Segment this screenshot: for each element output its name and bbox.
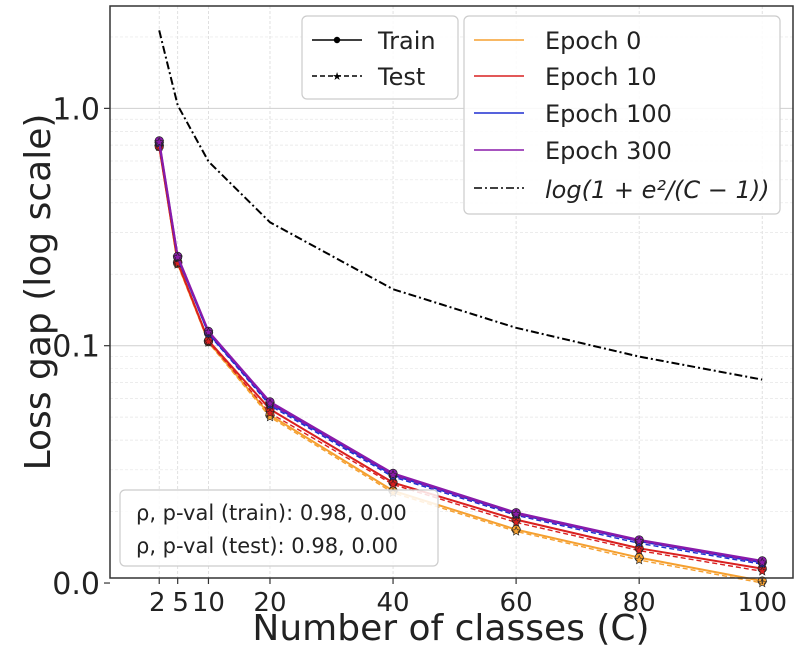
test-point-epoch-300 [264,398,276,408]
legend-epoch-300: Epoch 300 [545,137,672,165]
test-point-epoch-10 [203,336,214,346]
annotation-train: ρ, p-val (train): 0.98, 0.00 [136,501,407,525]
y-axis-ticks: 1.0 0.1 0.0 [52,92,110,602]
test-point-epoch-10 [388,479,399,489]
svg-text:★: ★ [332,70,342,83]
legend-epoch-0: Epoch 0 [545,27,641,55]
test-point-epoch-10 [264,407,276,418]
test-point-epoch-10 [634,545,645,555]
x-tick-label: 60 [500,588,533,618]
test-point-epoch-0 [511,526,522,536]
annotation-test: ρ, p-val (test): 0.98, 0.00 [136,534,398,558]
legend-train: Train [377,27,436,55]
test-line-epoch-0 [158,146,763,584]
x-tick-label: 20 [253,588,286,618]
reference-curve [158,30,763,381]
x-tick-label: 80 [623,588,656,618]
test-point-epoch-10 [511,517,522,527]
y-tick-label: 1.0 [52,92,100,127]
legend-series: Epoch 0 Epoch 10 Epoch 100 Epoch 300 log… [463,15,781,215]
x-tick-label: 10 [192,588,225,618]
x-tick-label: 2 [149,588,166,618]
plot-frame [109,5,794,579]
test-point-epoch-300 [172,251,183,262]
test-point-epoch-300 [757,557,768,567]
x-axis-label: Number of classes (C) [252,608,649,649]
x-axis-ticks: 2 5 10 20 40 60 80 100 [149,578,787,618]
x-tick-label: 40 [376,588,409,618]
series-layer [154,30,768,588]
test-point-epoch-10 [757,566,768,576]
test-point-epoch-300 [203,326,214,337]
y-tick-label: 0.0 [52,567,100,602]
x-tick-label: 5 [172,588,189,618]
test-point-epoch-300 [634,535,645,546]
legend-reference: log(1 + e²/(C − 1)) [545,176,770,204]
train-line-epoch-10 [158,146,763,570]
test-point-epoch-300 [388,469,399,480]
x-tick-label: 100 [737,588,787,618]
y-tick-label: 0.1 [52,330,100,365]
legend-epoch-10: Epoch 10 [545,63,657,91]
legend-style: Train ★ Test [301,15,459,100]
y-axis-label: Loss gap (log scale) [18,114,59,471]
train-line-epoch-300 [158,140,763,562]
legend-epoch-100: Epoch 100 [545,100,672,128]
correlation-annotation: ρ, p-val (train): 0.98, 0.00 ρ, p-val (t… [119,489,439,567]
test-point-epoch-300 [154,136,165,147]
test-point-epoch-300 [511,508,522,519]
legend-test: Test [377,63,425,91]
test-point-epoch-0 [634,554,645,565]
